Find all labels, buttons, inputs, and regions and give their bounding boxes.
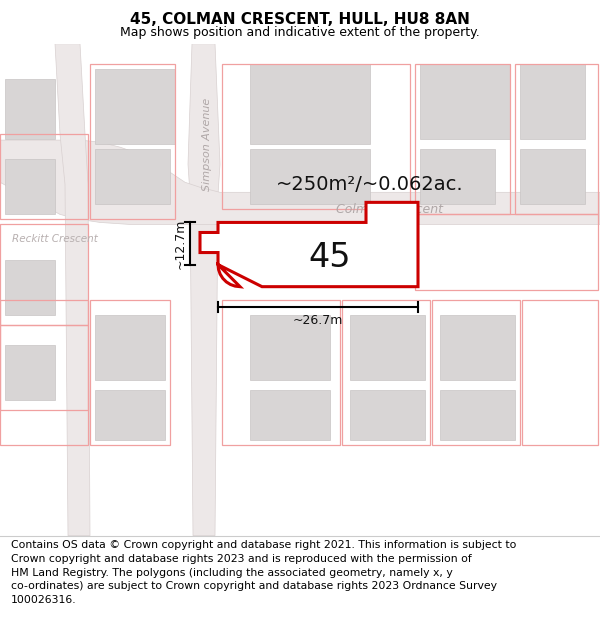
- Text: 100026316.: 100026316.: [11, 595, 76, 605]
- Text: 45: 45: [309, 241, 351, 274]
- Text: Contains OS data © Crown copyright and database right 2021. This information is : Contains OS data © Crown copyright and d…: [11, 540, 516, 550]
- Bar: [440, 315, 515, 380]
- Bar: [420, 149, 495, 204]
- Polygon shape: [188, 44, 220, 536]
- Text: Simpson Avenue: Simpson Avenue: [202, 98, 212, 191]
- Bar: [95, 390, 165, 440]
- Bar: [250, 390, 330, 440]
- Polygon shape: [200, 202, 418, 287]
- Bar: [5, 79, 55, 139]
- Bar: [95, 69, 175, 144]
- Bar: [5, 159, 55, 214]
- Bar: [350, 390, 425, 440]
- Bar: [250, 64, 370, 144]
- Bar: [250, 149, 370, 204]
- Bar: [5, 259, 55, 315]
- Bar: [350, 315, 425, 380]
- Text: Map shows position and indicative extent of the property.: Map shows position and indicative extent…: [120, 26, 480, 39]
- Polygon shape: [55, 44, 90, 536]
- Text: Crown copyright and database rights 2023 and is reproduced with the permission o: Crown copyright and database rights 2023…: [11, 554, 472, 564]
- Bar: [95, 315, 165, 380]
- Bar: [520, 149, 585, 204]
- Text: HM Land Registry. The polygons (including the associated geometry, namely x, y: HM Land Registry. The polygons (includin…: [11, 568, 452, 578]
- Bar: [440, 390, 515, 440]
- Text: Colman Crescent: Colman Crescent: [337, 203, 443, 216]
- Bar: [95, 149, 170, 204]
- Bar: [420, 64, 510, 139]
- Text: ~26.7m: ~26.7m: [293, 314, 343, 328]
- Text: ~12.7m: ~12.7m: [173, 218, 187, 269]
- Bar: [520, 64, 585, 139]
- Text: Reckitt Crescent: Reckitt Crescent: [12, 234, 98, 244]
- Text: co-ordinates) are subject to Crown copyright and database rights 2023 Ordnance S: co-ordinates) are subject to Crown copyr…: [11, 581, 497, 591]
- Bar: [5, 345, 55, 400]
- Bar: [250, 315, 330, 380]
- Text: 45, COLMAN CRESCENT, HULL, HU8 8AN: 45, COLMAN CRESCENT, HULL, HU8 8AN: [130, 12, 470, 28]
- Text: ~250m²/~0.062ac.: ~250m²/~0.062ac.: [276, 175, 464, 194]
- Polygon shape: [0, 140, 600, 224]
